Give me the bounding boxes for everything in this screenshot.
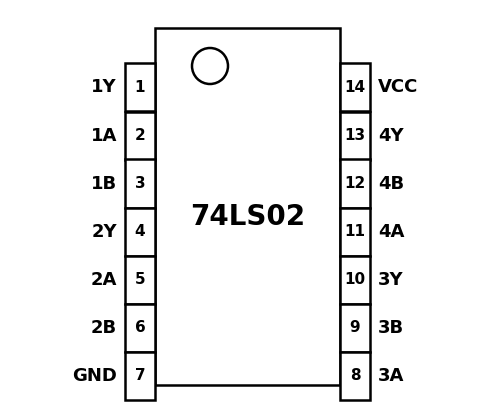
Bar [125, 303, 155, 351]
Bar [340, 159, 370, 208]
Bar [125, 208, 155, 256]
Text: 2Y: 2Y [92, 222, 117, 240]
Text: 11: 11 [344, 224, 366, 239]
Text: 2A: 2A [90, 270, 117, 289]
Text: 4A: 4A [378, 222, 404, 240]
Text: 2: 2 [134, 128, 145, 143]
Bar [340, 208, 370, 256]
Text: 1A: 1A [90, 127, 117, 145]
Text: 3A: 3A [378, 367, 404, 385]
Text: 13: 13 [344, 128, 366, 143]
Text: 74LS02: 74LS02 [190, 203, 305, 231]
Text: 4: 4 [134, 224, 145, 239]
Text: 1Y: 1Y [92, 79, 117, 97]
Circle shape [192, 48, 228, 84]
Text: 1B: 1B [91, 175, 117, 192]
Text: 9: 9 [350, 320, 360, 335]
Text: 3Y: 3Y [378, 270, 404, 289]
Bar [340, 303, 370, 351]
Text: 1: 1 [135, 80, 145, 95]
Text: 14: 14 [344, 80, 366, 95]
Text: 4B: 4B [378, 175, 404, 192]
Text: 5: 5 [134, 272, 145, 287]
Bar [125, 351, 155, 399]
Bar [340, 64, 370, 111]
Bar [340, 111, 370, 159]
Bar [340, 351, 370, 399]
Bar [340, 256, 370, 303]
Text: GND: GND [72, 367, 117, 385]
Bar [125, 64, 155, 111]
Text: 3B: 3B [378, 319, 404, 337]
Text: 6: 6 [134, 320, 145, 335]
Text: 10: 10 [344, 272, 366, 287]
Text: 2B: 2B [91, 319, 117, 337]
Text: 3: 3 [134, 176, 145, 191]
Text: 12: 12 [344, 176, 366, 191]
Bar [125, 159, 155, 208]
Bar [155, 28, 340, 385]
Bar [125, 256, 155, 303]
Text: VCC: VCC [378, 79, 418, 97]
Bar [125, 111, 155, 159]
Text: 7: 7 [134, 368, 145, 383]
Text: 4Y: 4Y [378, 127, 404, 145]
Text: 8: 8 [350, 368, 360, 383]
